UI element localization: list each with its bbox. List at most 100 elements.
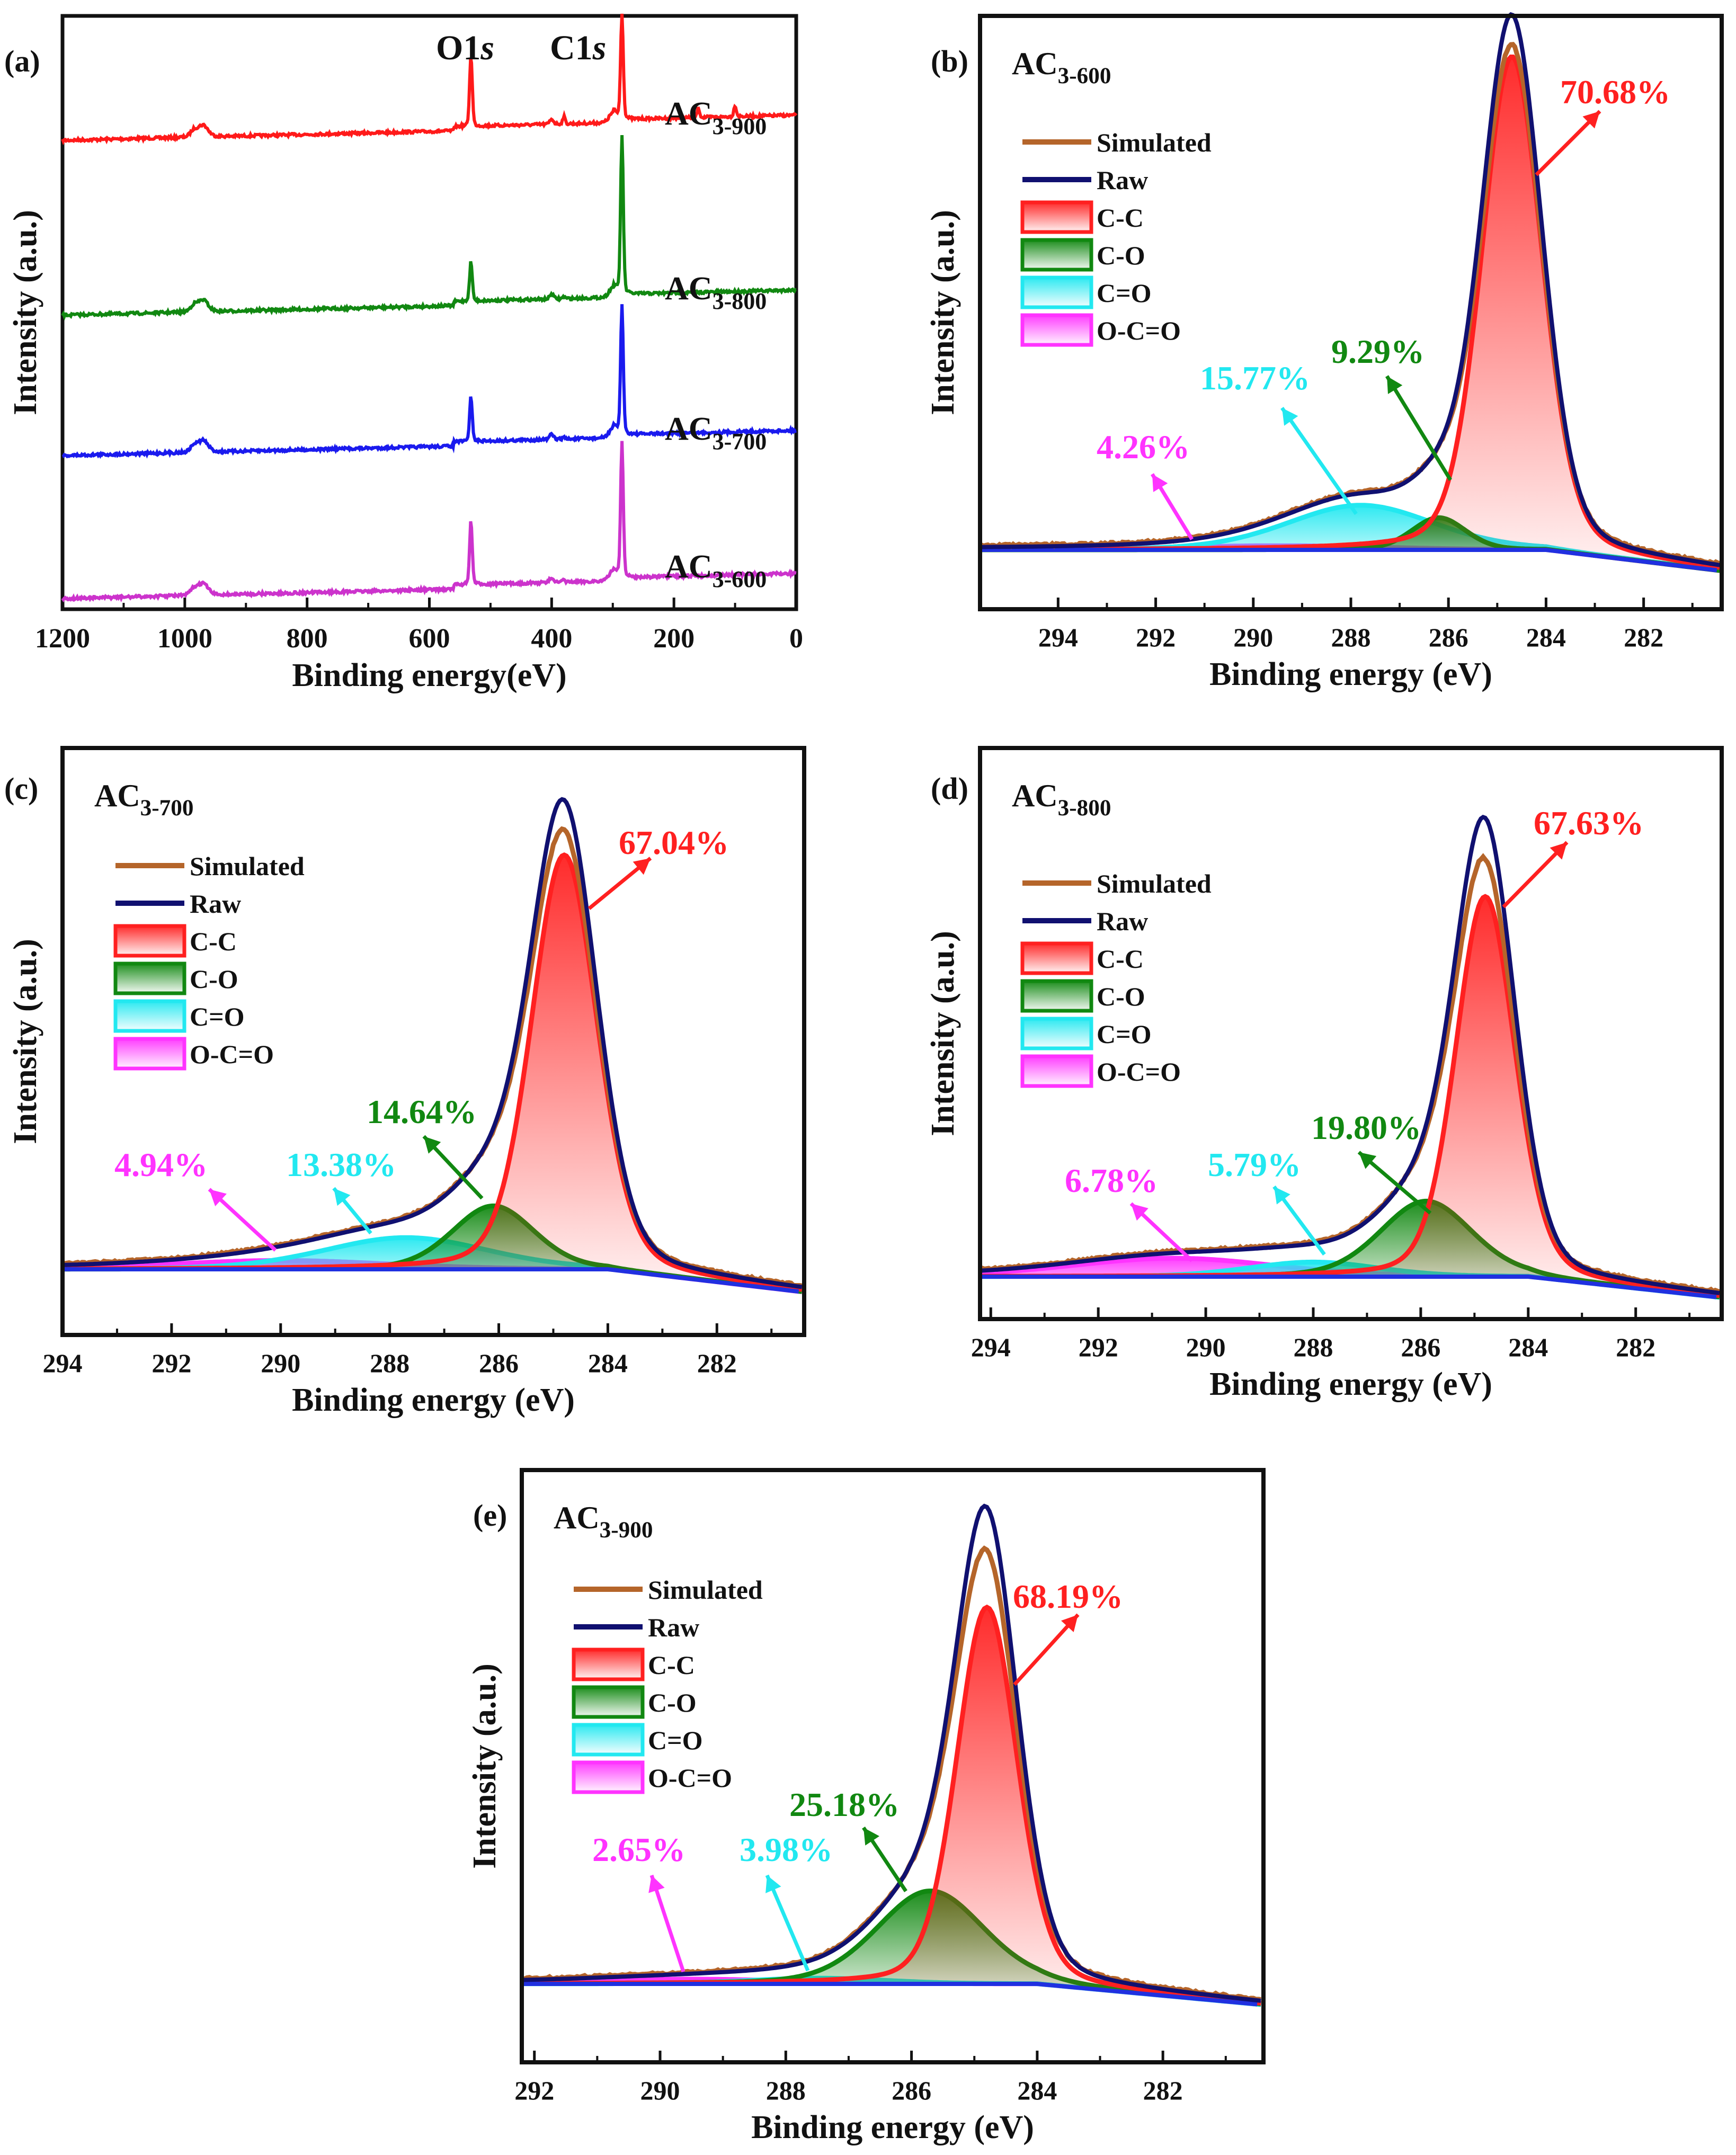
panel-b-fill-ceo: [980, 505, 1720, 571]
panel-b: 294 292 290 288 286 284 282 Binding energy (eV)…: [925, 12, 1724, 692]
panel-c-xlabel: Binding energy (eV): [292, 1382, 575, 1418]
panel-c-legend-swatch-co: [113, 961, 186, 995]
panel-e-arrowhead: [648, 1875, 665, 1893]
panel-d-percent-label: 5.79%: [1208, 1146, 1301, 1183]
panel-d-legend-label: O-C=O: [1097, 1057, 1181, 1087]
panel-b-legend-swatch-occo: [1020, 313, 1093, 347]
panel-e-percent-label: 25.18%: [789, 1786, 900, 1823]
panel-d: 294 292 290 288 286 284 282 Binding energy (eV)…: [925, 746, 1724, 1402]
panel-b-tick-label: 294: [1038, 622, 1078, 652]
panel-d-arrowhead: [1359, 1152, 1377, 1169]
panel-b-legend-label: C-O: [1097, 241, 1145, 270]
panel-a-c1s-label-italic: s: [592, 29, 607, 67]
panel-a-series-label-sub: 3-700: [713, 429, 767, 455]
panel-b-sample-label-main: AC: [1012, 46, 1058, 81]
panel-c-arrowhead: [424, 1136, 441, 1154]
panel-b-tick-label: 290: [1233, 622, 1273, 652]
panel-b-tick-label: 292: [1136, 622, 1176, 652]
panel-c-arrowhead: [334, 1188, 351, 1206]
panel-e-legend-label: C=O: [648, 1725, 703, 1755]
panel-c-raw-line: [62, 797, 803, 1289]
panel-e-arrowhead: [863, 1828, 879, 1846]
panel-a-series-label-main: AC: [665, 549, 713, 585]
panel-b-percent-label: 70.68%: [1560, 73, 1670, 111]
panel-e-tick-label: 288: [766, 2076, 806, 2105]
panel-c-legend-swatch-ceo: [113, 999, 186, 1033]
panel-b-legend-swatch-ceo: [1020, 275, 1093, 309]
panel-a-series-label-sub: 3-600: [713, 566, 767, 592]
panel-e-arrow: [649, 1874, 686, 1973]
panel-d-raw-line: [980, 814, 1720, 1295]
panel-b-legend-swatch-co: [1020, 238, 1093, 272]
panel-c-legend-label: Simulated: [190, 851, 305, 881]
panel-d-arrowhead: [1131, 1204, 1149, 1221]
panel-c-percent-label: 67.04%: [619, 824, 729, 861]
panel-e-xlabel: Binding energy (eV): [751, 2109, 1034, 2145]
panel-a-series-label-main: AC: [665, 96, 713, 132]
panel-d-legend-label: C-C: [1097, 944, 1144, 974]
panel-c-legend-label: O-C=O: [190, 1039, 274, 1069]
panel-b-tick-label: 282: [1624, 622, 1663, 652]
panel-e-legend-swatch-occo: [572, 1760, 645, 1794]
panel-d-tick-label: 294: [971, 1332, 1011, 1362]
panel-d-legend-swatch-occo: [1020, 1054, 1093, 1088]
panel-e-legend-label: C-C: [648, 1650, 695, 1680]
panel-e-legend-swatch-co: [572, 1685, 645, 1719]
panel-a-series-line: [61, 304, 797, 459]
panel-e-arrowhead: [765, 1875, 781, 1893]
panel-c-tick-label: 284: [588, 1348, 628, 1378]
panel-a-series-label: AC3-800: [665, 271, 767, 314]
panel-d-sample-label: AC3-800: [1012, 778, 1111, 821]
panel-c-tick-label: 290: [261, 1348, 300, 1378]
panel-e-legend-swatch-cc: [572, 1648, 645, 1681]
panel-e-frame: [520, 1468, 1266, 2064]
panel-d-legend-label: Raw: [1097, 906, 1148, 936]
panel-e-raw-line: [521, 1503, 1261, 2003]
panel-e-legend-swatch-ceo: [572, 1723, 645, 1757]
panel-d-tick-label: 290: [1186, 1332, 1226, 1362]
panel-b-percent-label: 9.29%: [1331, 333, 1425, 370]
panel-d-ylabel: Intensity (a.u.): [925, 931, 961, 1136]
panel-a-xlabel: Binding energy(eV): [292, 657, 566, 693]
panel-b-arrow: [1280, 406, 1358, 515]
panel-d-tick-label: 282: [1616, 1332, 1655, 1362]
panel-c-tick-label: 288: [370, 1348, 409, 1378]
panel-d-legend-swatch-cc: [1020, 941, 1093, 975]
panel-e-tick-label: 282: [1143, 2076, 1183, 2105]
panel-c-legend-label: Raw: [190, 889, 241, 919]
panel-b-arrowhead: [1152, 474, 1168, 492]
panel-c-sample-label: AC3-700: [94, 778, 193, 821]
panel-c-legend-swatch-occo: [113, 1037, 186, 1071]
panel-e-legend-label: Simulated: [648, 1575, 763, 1605]
panel-c: 294 292 290 288 286 284 282 Binding energy (eV)…: [4, 746, 806, 1418]
panel-a-o1s-label-italic: s: [480, 29, 494, 67]
panel-e-tick-label: 292: [514, 2076, 554, 2105]
panel-e-ylabel: Intensity (a.u.): [467, 1663, 503, 1869]
panel-a-series-line: [61, 441, 797, 603]
panel-e-sample-label-main: AC: [554, 1500, 600, 1535]
panel-a-series-label: AC3-600: [665, 549, 767, 592]
panel-d-baseline: [980, 1275, 1717, 1299]
panel-b-arrow: [1385, 375, 1452, 481]
panel-b-legend-label: Simulated: [1097, 128, 1212, 157]
panel-d-sample-label-sub: 3-800: [1058, 796, 1111, 821]
panel-b-raw-line: [980, 12, 1720, 567]
panel-d-letter: (d): [931, 771, 968, 806]
panel-a-series-label-sub: 3-800: [713, 288, 767, 314]
panel-a-tick-label: 1200: [35, 624, 90, 654]
panel-c-tick-label: 282: [697, 1348, 737, 1378]
panel-c-legend-label: C-C: [190, 927, 237, 956]
panel-e-baseline: [522, 1982, 1258, 2007]
panel-a-tick-label: 600: [409, 624, 450, 654]
panel-b-legend-label: C=O: [1097, 278, 1152, 308]
panel-d-tick-label: 292: [1079, 1332, 1118, 1362]
panel-e-percent-label: 68.19%: [1013, 1578, 1123, 1615]
panel-d-fill-o-ceo: [980, 1258, 1720, 1298]
panel-c-arrowhead: [209, 1189, 227, 1207]
panel-d-legend-label: C-O: [1097, 982, 1145, 1011]
panel-d-percent-label: 67.63%: [1534, 804, 1644, 842]
panel-d-legend-swatch-ceo: [1020, 1017, 1093, 1050]
panel-a-c1s-label-main: C1: [550, 29, 593, 67]
panel-a: 1200 1000 800 600 400 200 0 Binding energy(eV) I…: [4, 13, 803, 693]
